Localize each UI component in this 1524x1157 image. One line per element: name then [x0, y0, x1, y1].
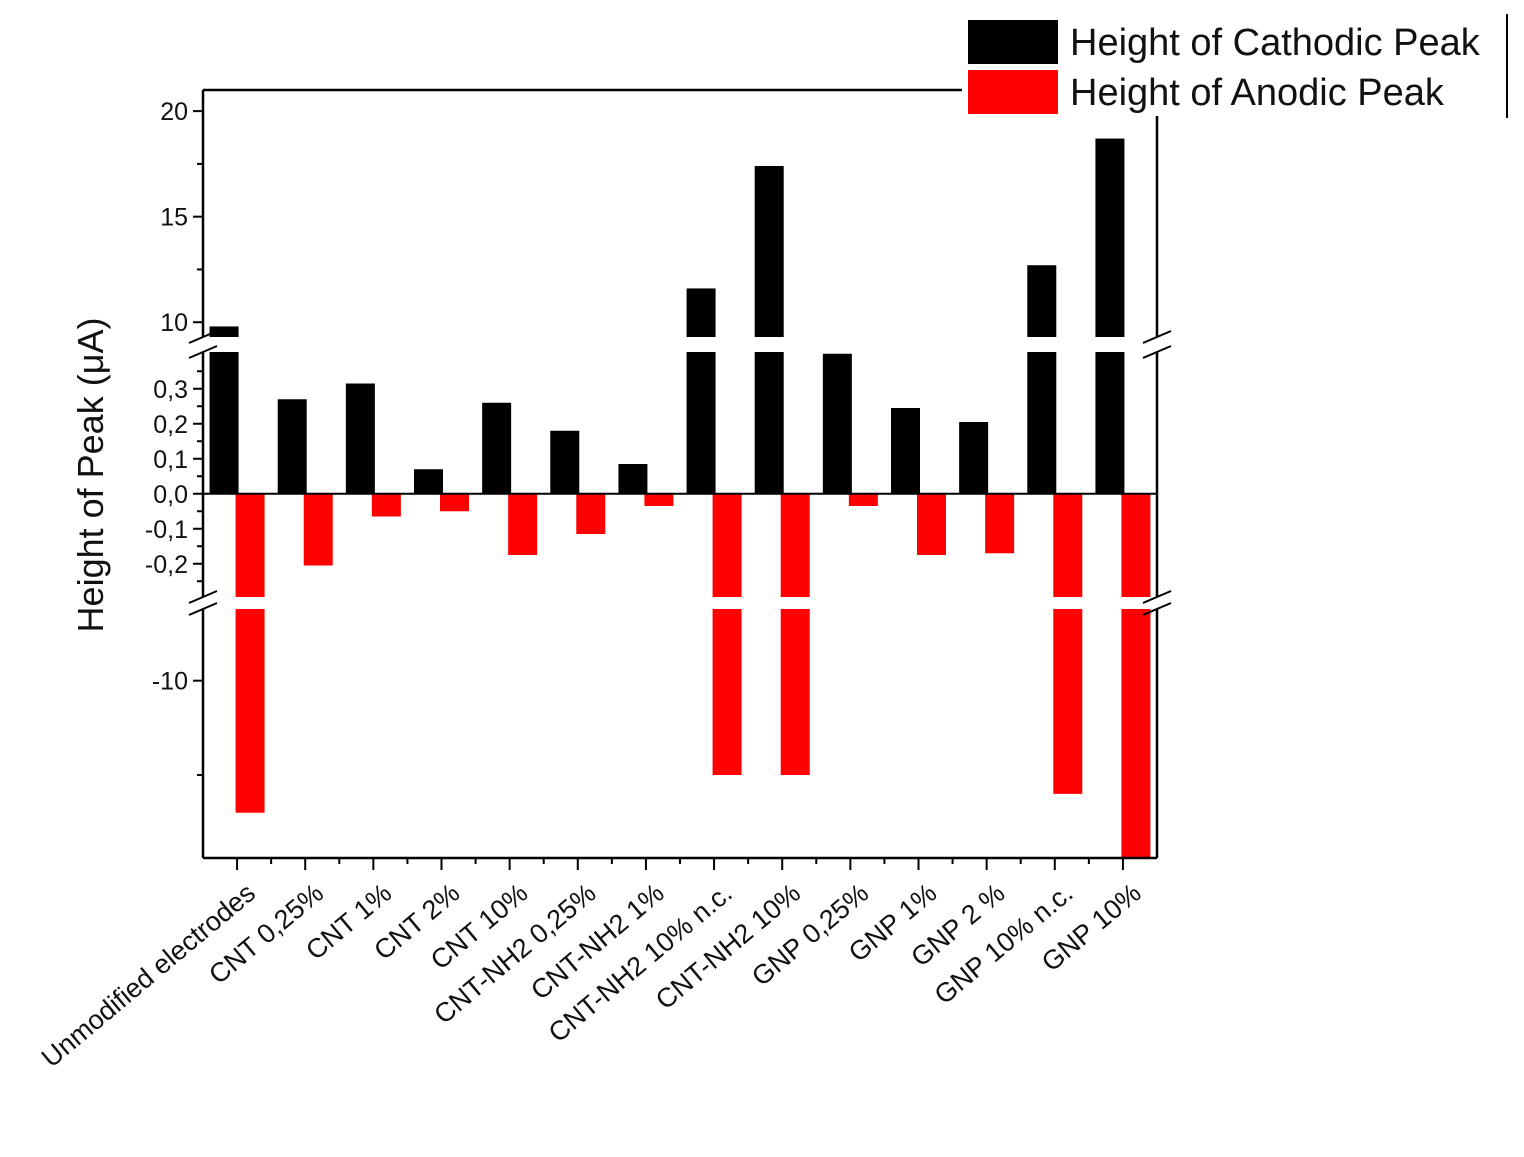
legend: Height of Cathodic Peak Height of Anodic … [962, 14, 1510, 118]
legend-label-0: Height of Cathodic Peak [1070, 22, 1481, 64]
y-tick-label: -0,1 [145, 516, 188, 544]
bar-cathodic-12 [1027, 265, 1057, 494]
y-tick-label: -10 [152, 668, 188, 696]
bar-cathodic-0 [209, 326, 239, 494]
bar-cathodic-8 [754, 166, 784, 494]
legend-swatch-0 [968, 20, 1058, 64]
y-axis-title: Height of Peak (μA) [70, 318, 111, 633]
y-tick-label: -0,2 [145, 551, 188, 579]
legend-label-1: Height of Anodic Peak [1070, 72, 1445, 114]
bar-cathodic-9 [822, 353, 852, 494]
bar-anodic-9 [848, 493, 878, 506]
break-mark-0-1-b [1142, 345, 1172, 359]
bar-cathodic-4 [482, 402, 512, 494]
y-tick-label: 15 [160, 204, 188, 232]
bars-layer [203, 138, 1157, 858]
bar-anodic-5 [576, 493, 606, 534]
y-tick-label: 0,3 [153, 376, 188, 404]
bar-anodic-2 [371, 493, 401, 517]
y-tick-label: 10 [160, 309, 188, 337]
break-mark-0-0-b [188, 345, 218, 359]
break-band-upper [204, 337, 1157, 352]
y-tick-label: 20 [160, 98, 188, 126]
bar-cathodic-11 [959, 422, 989, 494]
bar-anodic-0 [235, 493, 265, 813]
bar-anodic-13 [1121, 493, 1151, 858]
bar-cathodic-13 [1095, 138, 1125, 494]
axis-break-marks [188, 330, 1172, 616]
bar-cathodic-10 [891, 408, 920, 494]
legend-swatch-1 [968, 70, 1058, 114]
bar-cathodic-5 [550, 430, 580, 494]
y-tick-label: 0,0 [153, 481, 188, 509]
y-tick-label: 0,1 [153, 446, 188, 474]
y-tick-label: 0,2 [153, 411, 188, 439]
bar-anodic-1 [303, 493, 333, 566]
bar-cathodic-2 [345, 383, 375, 494]
break-mark-1-1-a [1142, 590, 1172, 604]
bar-anodic-3 [440, 493, 469, 512]
break-band-lower [204, 597, 1157, 609]
bar-cathodic-1 [277, 399, 307, 494]
bar-anodic-12 [1053, 493, 1083, 794]
bar-anodic-6 [644, 493, 674, 506]
break-mark-0-0-a [188, 330, 218, 344]
bar-anodic-10 [917, 493, 946, 555]
bar-anodic-11 [985, 493, 1015, 554]
bar-cathodic-3 [414, 469, 443, 494]
break-mark-1-0-a [188, 590, 218, 604]
bar-anodic-7 [712, 493, 742, 775]
break-mark-0-1-a [1142, 330, 1172, 344]
bar-cathodic-7 [686, 288, 716, 494]
break-mark-1-0-b [188, 602, 218, 616]
break-mark-1-1-b [1142, 602, 1172, 616]
bar-cathodic-6 [618, 464, 648, 494]
bar-anodic-8 [780, 493, 810, 775]
bar-anodic-4 [508, 493, 538, 555]
